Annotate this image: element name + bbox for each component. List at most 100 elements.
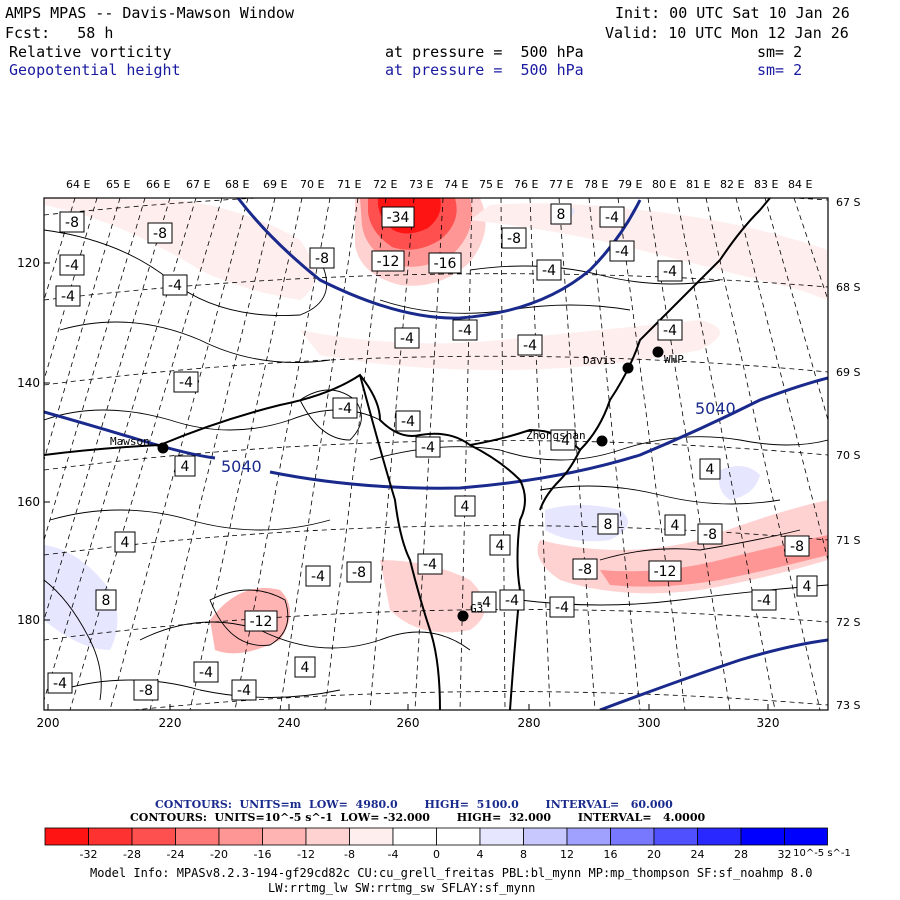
lat-label: 71 S	[836, 534, 860, 547]
vort-label: -4	[757, 593, 771, 609]
vort-label: -4	[168, 278, 182, 294]
vort-label: 4	[706, 462, 715, 478]
legend-tick: 8	[520, 848, 527, 861]
legend-box-8	[349, 827, 394, 846]
legend-box-5	[218, 827, 263, 846]
lon-label: 72 E	[373, 178, 397, 191]
legend-tick: 28	[734, 848, 748, 861]
lon-label: 84 E	[788, 178, 812, 191]
lon-label: 80 E	[652, 178, 676, 191]
vort-label: -4	[53, 676, 67, 692]
lon-label: 82 E	[720, 178, 744, 191]
vort-label: -4	[542, 263, 556, 279]
legend-tick-labels: -32 -28 -24 -20 -16 -12 -8 -4 0 4 8 12 1…	[80, 848, 851, 861]
y-tick-label: 120	[17, 256, 40, 270]
station-dot-zhongshan	[596, 435, 608, 447]
height-contour-south	[599, 638, 828, 710]
height-contours	[44, 198, 828, 710]
height-contour-5040	[44, 376, 828, 490]
field2-level: at pressure = 500 hPa	[385, 61, 584, 79]
height-label: 5040	[221, 457, 262, 476]
forecast-hour: Fcst: 58 h	[5, 24, 114, 42]
vort-label: -4	[605, 210, 619, 226]
init-time: Init: 00 UTC Sat 10 Jan 26	[615, 4, 850, 22]
map-frame	[43, 197, 829, 711]
lon-label: 73 E	[409, 178, 433, 191]
lat-label: 72 S	[836, 616, 860, 629]
legend-tick: 32	[778, 848, 792, 861]
vort-label: -12	[377, 254, 400, 270]
y-tick-label: 180	[17, 613, 40, 627]
model-info-line2: LW:rrtmg_lw SW:rrtmg_sw SFLAY:sf_mynn	[268, 881, 536, 895]
vort-label: -4	[421, 440, 435, 456]
vorticity-contours	[44, 229, 828, 701]
lon-label: 76 E	[514, 178, 538, 191]
vort-label: 4	[671, 518, 680, 534]
vort-label: 8	[102, 593, 111, 609]
lon-label: 68 E	[225, 178, 249, 191]
legend-tick: -24	[167, 848, 185, 861]
vort-label: -16	[434, 256, 457, 272]
vorticity-labels: -8 -8 -4 -4 -4 -34 -12 -16 -8 -8 -4 -4 -…	[47, 203, 818, 701]
legend-tick: 4	[477, 848, 484, 861]
legend-tick: 0	[433, 848, 440, 861]
vort-label: 4	[301, 660, 310, 676]
vort-label: -4	[237, 683, 251, 699]
field2-name: Geopotential height	[9, 61, 181, 79]
stations: Davis WHP Zhongshan Mawson G3	[110, 346, 684, 622]
vort-label: -12	[250, 614, 273, 630]
lon-label: 67 E	[186, 178, 210, 191]
lat-label: 69 S	[836, 366, 860, 379]
vort-label: -4	[663, 323, 677, 339]
legend-box-10	[436, 827, 481, 846]
vort-label: -4	[401, 414, 415, 430]
lat-label: 67 S	[836, 196, 860, 209]
legend-box-12	[523, 827, 568, 846]
vort-label: -4	[61, 289, 75, 305]
legend-tick: 20	[647, 848, 661, 861]
model-info-line1: Model Info: MPASv8.2.3-194-gf29cd82c CU:…	[90, 866, 813, 880]
legend-tick: -16	[254, 848, 272, 861]
vort-label: -4	[65, 258, 79, 274]
legend-tick: -4	[388, 848, 399, 861]
vort-label: 4	[496, 538, 505, 554]
vort-label: -4	[555, 600, 569, 616]
field1-level: at pressure = 500 hPa	[385, 43, 584, 61]
legend-box-2	[88, 827, 133, 846]
x-tick-label: 240	[278, 716, 301, 730]
vort-label: 4	[461, 499, 470, 515]
x-tick-label: 260	[397, 716, 420, 730]
station-label-zhongshan: Zhongshan	[526, 429, 586, 442]
shade-anticyclonic-e	[718, 466, 760, 500]
vort-label: -4	[523, 338, 537, 354]
lon-label: 83 E	[754, 178, 778, 191]
vort-label: -4	[400, 331, 414, 347]
right-latitude-labels: 67 S 68 S 69 S 70 S 71 S 72 S 73 S	[836, 196, 860, 712]
station-label-davis: Davis	[583, 354, 616, 367]
vort-label: -8	[153, 226, 167, 242]
lat-label: 70 S	[836, 449, 860, 462]
x-tick-label: 300	[638, 716, 661, 730]
vort-label: -8	[315, 251, 329, 267]
vort-label: 8	[604, 517, 613, 533]
vort-label: -4	[477, 595, 491, 611]
field2-smoothing: sm= 2	[757, 61, 803, 79]
lon-label: 74 E	[444, 178, 468, 191]
height-contour-info: CONTOURS: UNITS=m LOW= 4980.0 HIGH= 5100…	[155, 798, 673, 811]
vort-label: -34	[387, 210, 410, 226]
lat-label: 68 S	[836, 281, 860, 294]
legend-box-15	[653, 827, 698, 846]
vort-label: -8	[578, 562, 592, 578]
vort-label: 4	[803, 579, 812, 595]
vort-label: -8	[65, 215, 79, 231]
x-tick-label: 280	[518, 716, 541, 730]
vort-label: 4	[121, 535, 130, 551]
legend-box-3	[131, 827, 176, 846]
vort-label: -4	[311, 569, 325, 585]
left-axis-ticks	[44, 262, 50, 621]
shade-mid-band	[300, 320, 720, 370]
vort-label: 8	[557, 207, 566, 223]
height-label: 5040	[695, 399, 736, 418]
vort-label: -4	[179, 375, 193, 391]
station-dot-mawson	[157, 442, 169, 454]
